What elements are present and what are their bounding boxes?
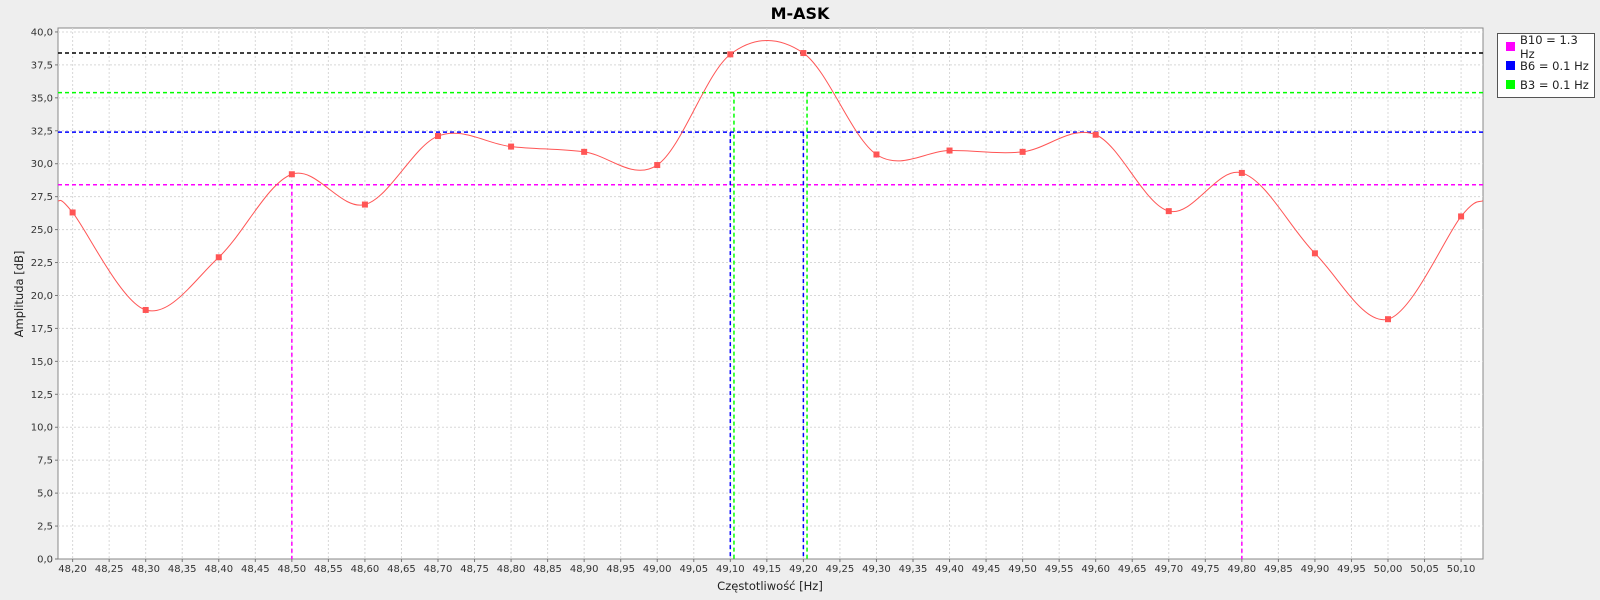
y-tick-label: 40,0	[31, 27, 53, 38]
x-tick-label: 49,70	[1154, 564, 1183, 575]
y-tick-label: 5,0	[37, 489, 53, 500]
x-tick-label: 50,00	[1374, 564, 1403, 575]
x-tick-label: 48,95	[606, 564, 635, 575]
y-tick-label: 10,0	[31, 423, 53, 434]
legend-item: B3 = 0.1 Hz	[1498, 75, 1594, 94]
x-tick-label: 49,95	[1337, 564, 1366, 575]
x-tick-label: 48,55	[314, 564, 343, 575]
legend-swatch	[1506, 42, 1515, 51]
x-tick-label: 48,90	[570, 564, 599, 575]
data-point	[581, 148, 588, 155]
data-point	[508, 143, 515, 150]
x-tick-label: 48,40	[204, 564, 233, 575]
x-tick-label: 48,80	[497, 564, 526, 575]
x-tick-label: 49,00	[643, 564, 672, 575]
x-tick-label: 48,65	[387, 564, 416, 575]
x-tick-label: 48,50	[278, 564, 307, 575]
y-tick-label: 17,5	[31, 324, 53, 335]
bandwidth-level-lines	[58, 52, 1483, 559]
data-point	[1019, 148, 1026, 155]
data-point	[873, 151, 880, 158]
x-tick-label: 48,30	[131, 564, 160, 575]
y-tick-label: 35,0	[31, 93, 53, 104]
y-tick-label: 7,5	[37, 456, 53, 467]
x-tick-label: 48,35	[168, 564, 197, 575]
data-point	[800, 50, 807, 57]
y-tick-label: 12,5	[31, 390, 53, 401]
x-tick-label: 49,25	[826, 564, 855, 575]
x-tick-label: 49,90	[1301, 564, 1330, 575]
x-tick-label: 49,40	[935, 564, 964, 575]
data-point	[142, 306, 149, 313]
data-point	[361, 201, 368, 208]
y-tick-label: 20,0	[31, 291, 53, 302]
x-tick-label: 50,05	[1410, 564, 1439, 575]
data-point	[1385, 316, 1391, 323]
legend-item: B10 = 1.3 Hz	[1498, 33, 1594, 61]
y-tick-label: 15,0	[31, 357, 53, 368]
x-tick-label: 48,25	[95, 564, 124, 575]
data-point	[654, 162, 661, 169]
series-layer	[57, 39, 1484, 323]
x-tick-label: 49,35	[899, 564, 928, 575]
x-tick-label: 49,10	[716, 564, 745, 575]
x-tick-label: 48,70	[424, 564, 453, 575]
data-point	[1238, 169, 1245, 176]
axes: 48,20 48,25 48,30 48,35 48,40 48,45 48,50 48,55…	[31, 27, 1476, 575]
x-tick-label: 48,45	[241, 564, 270, 575]
y-tick-label: 2,5	[37, 522, 53, 533]
x-axis-label: Częstotliwość [Hz]	[717, 579, 823, 593]
chart-title: M-ASK	[771, 4, 830, 23]
x-tick-label: 49,20	[789, 564, 818, 575]
legend-item: B6 = 0.1 Hz	[1498, 56, 1594, 75]
plot-area	[57, 27, 1484, 560]
y-axis-label: Amplituda [dB]	[12, 251, 26, 338]
y-tick-label: 25,0	[31, 225, 53, 236]
data-point	[727, 51, 734, 58]
x-tick-label: 49,80	[1228, 564, 1257, 575]
x-tick-label: 48,20	[58, 564, 87, 575]
y-tick-label: 0,0	[37, 555, 53, 566]
data-point	[1311, 250, 1318, 257]
x-tick-label: 49,50	[1008, 564, 1037, 575]
y-tick-label: 32,5	[31, 126, 53, 137]
y-tick-label: 37,5	[31, 60, 53, 71]
y-tick-label: 30,0	[31, 159, 53, 170]
legend: B10 = 1.3 Hz B6 = 0.1 Hz B3 = 0.1 Hz	[1497, 33, 1595, 98]
x-tick-label: 48,75	[460, 564, 489, 575]
x-tick-label: 49,05	[679, 564, 708, 575]
x-tick-label: 49,15	[753, 564, 782, 575]
x-tick-label: 49,75	[1191, 564, 1220, 575]
legend-label: B6 = 0.1 Hz	[1520, 58, 1589, 73]
x-tick-label: 49,65	[1118, 564, 1147, 575]
y-tick-label: 27,5	[31, 192, 53, 203]
x-tick-label: 49,60	[1081, 564, 1110, 575]
x-tick-label: 48,60	[351, 564, 380, 575]
data-point	[288, 171, 295, 178]
data-point	[215, 254, 222, 261]
data-point	[946, 147, 953, 154]
x-tick-label: 49,55	[1045, 564, 1074, 575]
x-tick-label: 49,45	[972, 564, 1001, 575]
x-tick-label: 49,85	[1264, 564, 1293, 575]
legend-label: B10 = 1.3 Hz	[1520, 32, 1578, 61]
legend-swatch	[1506, 61, 1515, 70]
x-tick-label: 49,30	[862, 564, 891, 575]
data-point	[1165, 208, 1172, 215]
data-point	[69, 209, 76, 216]
data-point	[1458, 213, 1465, 220]
x-tick-label: 48,85	[533, 564, 562, 575]
data-point	[1092, 131, 1099, 138]
series-line	[57, 39, 1484, 321]
legend-label: B3 = 0.1 Hz	[1520, 77, 1589, 92]
x-tick-label: 50,10	[1447, 564, 1476, 575]
legend-swatch	[1506, 80, 1515, 89]
data-point	[435, 133, 441, 140]
y-tick-label: 22,5	[31, 258, 53, 269]
